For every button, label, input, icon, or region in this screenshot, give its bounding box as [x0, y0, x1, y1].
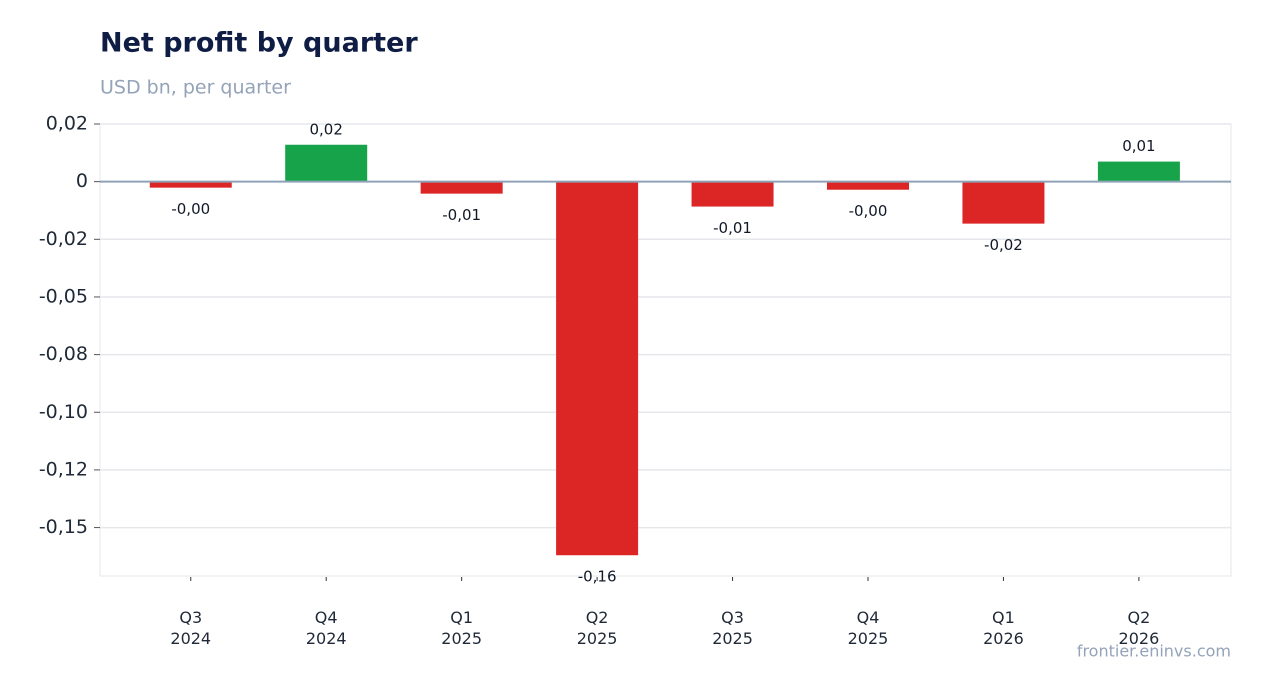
y-tick-label: -0,12 — [39, 458, 88, 480]
x-tick-label: Q2 2025 — [577, 608, 618, 648]
bar — [1097, 161, 1180, 182]
bar — [691, 181, 774, 207]
y-tick-label: -0,02 — [39, 228, 88, 250]
value-label: -0,01 — [442, 206, 481, 224]
y-tick-label: -0,08 — [39, 343, 88, 365]
chart-title: Net profit by quarter — [100, 28, 418, 59]
x-tick-label: Q3 2025 — [712, 608, 753, 648]
x-tick-label: Q1 2026 — [983, 608, 1024, 648]
value-label: -0,16 — [578, 568, 617, 586]
value-label: 0,02 — [309, 120, 342, 138]
x-tick-label-line: Q3 — [721, 608, 744, 627]
x-tick-label-line: Q3 — [179, 608, 202, 627]
x-tick-label-line: 2025 — [441, 629, 482, 648]
value-label: -0,00 — [171, 200, 210, 218]
x-tick-label-line: 2026 — [983, 629, 1024, 648]
x-tick-label-line: 2026 — [1119, 629, 1160, 648]
x-tick-label-line: Q4 — [315, 608, 338, 627]
y-tick-label: 0,02 — [46, 113, 88, 135]
value-label: -0,02 — [984, 236, 1023, 254]
value-label: -0,01 — [713, 219, 752, 237]
x-tick-label: Q1 2025 — [441, 608, 482, 648]
bar — [556, 181, 639, 556]
source: frontier.eninvs.com — [1077, 642, 1231, 661]
bar — [420, 181, 503, 194]
bar — [285, 144, 368, 182]
x-tick-label-line: Q2 — [586, 608, 609, 627]
bar — [826, 181, 909, 190]
x-tick-label-line: Q2 — [1128, 608, 1151, 627]
x-tick-label-line: Q1 — [450, 608, 473, 627]
value-label: 0,01 — [1122, 137, 1155, 155]
x-tick-label: Q2 2026 — [1119, 608, 1160, 648]
x-tick-label: Q3 2024 — [170, 608, 211, 648]
bar — [149, 181, 232, 188]
x-tick-label: Q4 2024 — [306, 608, 347, 648]
x-tick-label: Q4 2025 — [848, 608, 889, 648]
x-tick-label-line: 2025 — [712, 629, 753, 648]
x-tick-label-line: 2025 — [848, 629, 889, 648]
x-tick-label-line: 2025 — [577, 629, 618, 648]
chart-subtitle: USD bn, per quarter — [100, 77, 291, 99]
value-label: -0,00 — [849, 202, 888, 220]
y-tick-label: 0 — [76, 170, 88, 192]
y-tick-label: -0,10 — [39, 401, 88, 423]
x-tick-label-line: Q4 — [857, 608, 880, 627]
x-tick-label-line: Q1 — [992, 608, 1015, 627]
x-tick-label-line: 2024 — [170, 629, 211, 648]
y-tick-label: -0,15 — [39, 516, 88, 538]
x-tick-label-line: 2024 — [306, 629, 347, 648]
bar — [962, 181, 1045, 224]
y-tick-label: -0,05 — [39, 285, 88, 307]
plot-frame — [99, 123, 1232, 577]
